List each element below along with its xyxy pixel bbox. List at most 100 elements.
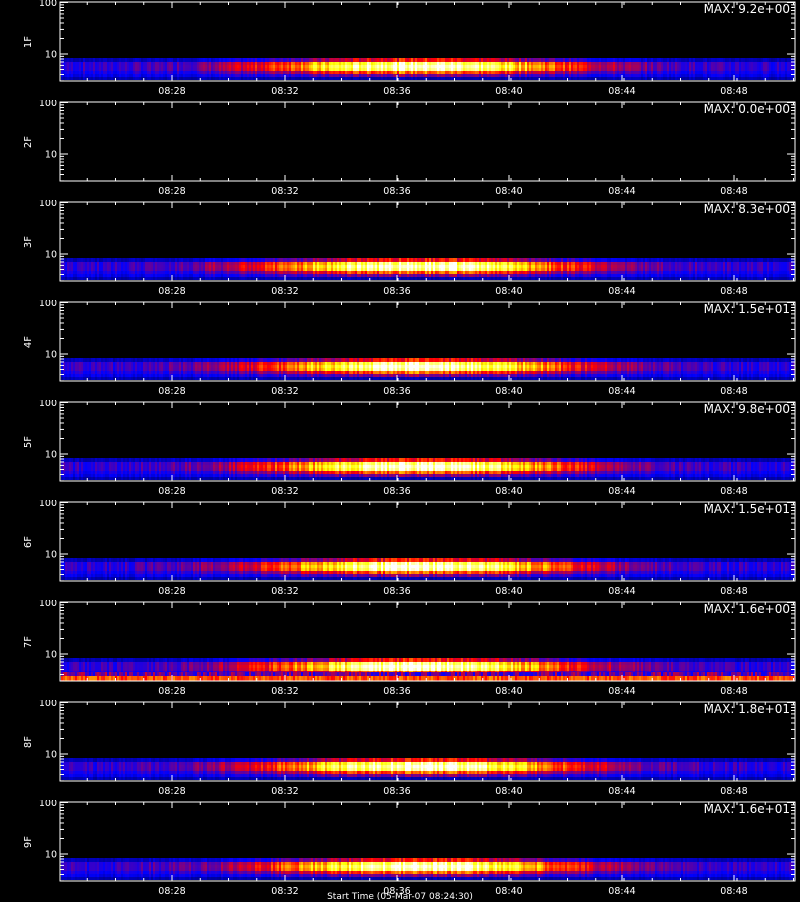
- heatmap-cell: [85, 268, 87, 271]
- heatmap-cell: [381, 65, 383, 68]
- heatmap-cell: [355, 262, 357, 265]
- heatmap-cell: [311, 268, 313, 271]
- heatmap-cell: [451, 258, 453, 262]
- heatmap-cell: [639, 271, 641, 274]
- heatmap-cell: [559, 274, 561, 277]
- heatmap-cell: [653, 265, 655, 268]
- heatmap-cell: [91, 74, 93, 77]
- heatmap-cell: [573, 271, 575, 274]
- heatmap-cell: [763, 62, 765, 65]
- heatmap-cell: [335, 265, 337, 268]
- heatmap-cell: [267, 62, 269, 65]
- heatmap-cell: [435, 62, 437, 65]
- heatmap-cell: [437, 68, 439, 71]
- heatmap-cell: [539, 268, 541, 271]
- heatmap-cell: [483, 58, 485, 62]
- heatmap-cell: [697, 65, 699, 68]
- heatmap-cell: [605, 68, 607, 71]
- heatmap-cell: [479, 277, 481, 280]
- heatmap-cell: [207, 277, 209, 280]
- heatmap-cell: [619, 258, 621, 262]
- heatmap-cell: [315, 77, 317, 80]
- heatmap-cell: [289, 274, 291, 277]
- heatmap-cell: [223, 65, 225, 68]
- heatmap-cell: [545, 265, 547, 268]
- heatmap-cell: [147, 258, 149, 262]
- heatmap-cell: [369, 65, 371, 68]
- heatmap-cell: [197, 77, 199, 80]
- heatmap-cell: [191, 258, 193, 262]
- heatmap-cell: [207, 58, 209, 62]
- heatmap-cell: [441, 71, 443, 74]
- heatmap-cell: [529, 58, 531, 62]
- heatmap-cell: [199, 258, 201, 262]
- heatmap-cell: [737, 65, 739, 68]
- heatmap-cell: [291, 258, 293, 262]
- heatmap-cell: [315, 71, 317, 74]
- heatmap-cell: [767, 58, 769, 62]
- heatmap-cell: [223, 77, 225, 80]
- heatmap-cell: [295, 258, 297, 262]
- heatmap-cell: [303, 65, 305, 68]
- heatmap-cell: [393, 71, 395, 74]
- heatmap-cell: [75, 268, 77, 271]
- heatmap-cell: [555, 65, 557, 68]
- heatmap-cell: [323, 271, 325, 274]
- heatmap-cell: [589, 71, 591, 74]
- heatmap-cell: [645, 68, 647, 71]
- heatmap-cell: [169, 71, 171, 74]
- heatmap-cell: [189, 262, 191, 265]
- heatmap-cell: [657, 71, 659, 74]
- heatmap-cell: [745, 68, 747, 71]
- heatmap-cell: [123, 77, 125, 80]
- heatmap-cell: [465, 277, 467, 280]
- heatmap-cell: [617, 271, 619, 274]
- heatmap-cell: [443, 262, 445, 265]
- heatmap-cell: [425, 262, 427, 265]
- heatmap-cell: [557, 77, 559, 80]
- heatmap-cell: [335, 71, 337, 74]
- heatmap-cell: [317, 77, 319, 80]
- heatmap-cell: [203, 258, 205, 262]
- heatmap-cell: [157, 65, 159, 68]
- heatmap-cell: [749, 58, 751, 62]
- heatmap-cell: [229, 58, 231, 62]
- heatmap-cell: [193, 268, 195, 271]
- heatmap-cell: [213, 271, 215, 274]
- heatmap-cell: [263, 258, 265, 262]
- heatmap-cell: [387, 258, 389, 262]
- heatmap-cell: [605, 268, 607, 271]
- heatmap-cell: [107, 71, 109, 74]
- heatmap-cell: [545, 77, 547, 80]
- heatmap-cell: [313, 71, 315, 74]
- heatmap-cell: [189, 271, 191, 274]
- heatmap-cell: [769, 77, 771, 80]
- heatmap-cell: [441, 62, 443, 65]
- heatmap-cell: [335, 68, 337, 71]
- heatmap-cell: [305, 58, 307, 62]
- heatmap-cell: [619, 74, 621, 77]
- heatmap-cell: [357, 62, 359, 65]
- heatmap-cell: [517, 271, 519, 274]
- heatmap-cell: [787, 58, 789, 62]
- heatmap-cell: [185, 74, 187, 77]
- heatmap-cell: [613, 58, 615, 62]
- heatmap-cell: [601, 265, 603, 268]
- heatmap-cell: [685, 258, 687, 262]
- heatmap-cell: [575, 71, 577, 74]
- heatmap-cell: [481, 74, 483, 77]
- heatmap-cell: [117, 71, 119, 74]
- heatmap-cell: [333, 271, 335, 274]
- heatmap-cell: [119, 58, 121, 62]
- heatmap-cell: [593, 274, 595, 277]
- heatmap-cell: [271, 258, 273, 262]
- heatmap-cell: [519, 58, 521, 62]
- heatmap-cell: [259, 74, 261, 77]
- heatmap-cell: [163, 258, 165, 262]
- heatmap-cell: [669, 74, 671, 77]
- heatmap-cell: [235, 265, 237, 268]
- heatmap-cell: [721, 65, 723, 68]
- heatmap-cell: [623, 265, 625, 268]
- heatmap-cell: [387, 71, 389, 74]
- heatmap-cell: [209, 62, 211, 65]
